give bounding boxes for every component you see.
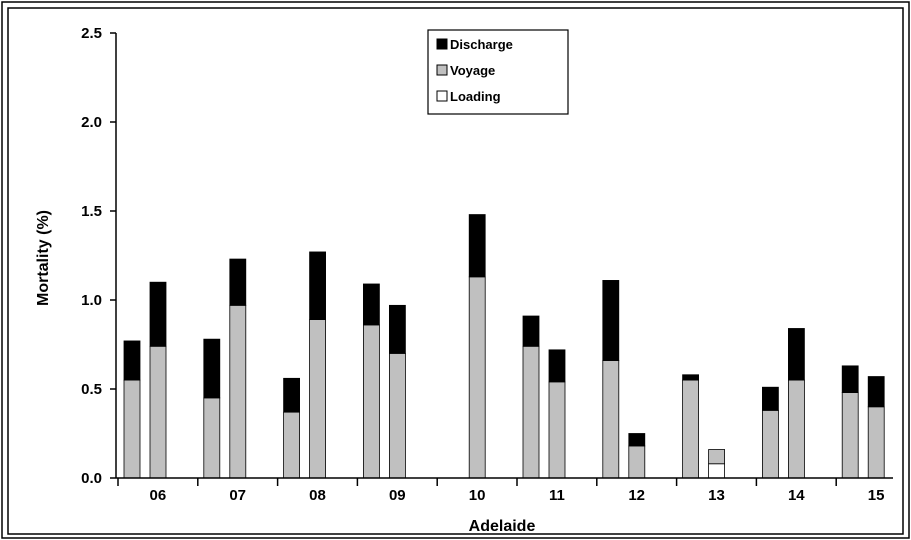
x-tick-label-08: 08 (309, 487, 326, 504)
bar-segment-discharge-08-2 (309, 251, 327, 320)
bar-segment-discharge-15-1 (841, 365, 859, 393)
bar-segment-discharge-06-2 (149, 281, 167, 347)
x-tick-label-12: 12 (628, 487, 645, 504)
bar-segment-discharge-14-1 (762, 386, 779, 411)
legend: Discharge Voyage Loading (427, 29, 569, 115)
y-tick-label-1: 0.5 (81, 381, 102, 398)
x-axis-title: Adelaide (469, 518, 536, 535)
x-tick-label-10: 10 (469, 487, 486, 504)
bar-segment-discharge-07-2 (229, 258, 247, 306)
bar-segment-discharge-13-1 (682, 374, 699, 381)
bar-segment-discharge-06-1 (123, 340, 141, 381)
bar-segment-discharge-09-1 (362, 283, 380, 326)
bar-segment-loading-13-2 (708, 463, 725, 479)
x-tick-label-07: 07 (229, 487, 246, 504)
legend-label-loading: Loading (450, 89, 501, 104)
bar-segment-voyage-08-1 (283, 411, 301, 479)
x-tick-label-14: 14 (788, 487, 805, 504)
bar-segment-voyage-10-2 (468, 276, 486, 479)
legend-label-voyage: Voyage (450, 63, 495, 78)
bar-segment-voyage-15-1 (841, 392, 859, 479)
bar-segment-discharge-12-2 (628, 433, 646, 447)
y-tick-label-0: 0.0 (81, 470, 102, 487)
y-tick-label-4: 2.0 (81, 114, 102, 131)
legend-box (427, 29, 569, 115)
x-tick-label-11: 11 (549, 487, 565, 504)
bar-segment-voyage-14-1 (762, 409, 779, 479)
y-axis-title: Mortality (%) (35, 210, 52, 306)
y-tick-label-3: 1.5 (81, 203, 102, 220)
bar-segment-discharge-08-1 (283, 377, 301, 413)
legend-swatch-discharge (436, 38, 448, 50)
bar-segment-voyage-13-2 (708, 449, 725, 465)
y-tick-label-5: 2.5 (81, 25, 102, 42)
bar-segment-voyage-06-1 (123, 379, 141, 479)
bar-segment-voyage-12-2 (628, 445, 646, 479)
bar-segment-discharge-07-1 (203, 338, 221, 399)
bar-segment-voyage-11-1 (522, 345, 540, 479)
bar-segment-voyage-06-2 (149, 345, 167, 479)
x-tick-label-15: 15 (868, 487, 885, 504)
bar-segment-discharge-15-2 (867, 376, 885, 408)
bar-segment-voyage-14-2 (788, 379, 805, 479)
bar-segment-voyage-09-1 (362, 324, 380, 479)
bar-segment-discharge-12-1 (602, 280, 620, 361)
bar-segment-voyage-07-1 (203, 397, 221, 479)
bar-segment-discharge-11-1 (522, 315, 540, 347)
bar-segment-voyage-09-2 (388, 352, 406, 479)
bar-segment-voyage-11-2 (548, 381, 566, 479)
bar-segment-discharge-09-2 (388, 304, 406, 354)
legend-swatch-voyage (436, 64, 448, 76)
axes-layer: 0.0 0.5 1.0 1.5 2.0 2.5 06 07 08 09 10 11 12 13 14 15 (81, 25, 893, 504)
legend-swatch-loading (436, 90, 448, 102)
bar-segment-voyage-13-1 (682, 379, 699, 479)
bar-segment-discharge-10-2 (468, 214, 486, 278)
legend-label-discharge: Discharge (450, 37, 513, 52)
bar-segment-discharge-14-2 (788, 328, 805, 381)
bar-segment-voyage-15-2 (867, 406, 885, 479)
bar-segment-voyage-07-2 (229, 304, 247, 479)
bar-segment-voyage-08-2 (309, 319, 327, 479)
y-tick-label-2: 1.0 (81, 292, 102, 309)
inner-frame (7, 7, 904, 535)
x-tick-label-06: 06 (150, 487, 167, 504)
bar-segment-voyage-12-1 (602, 360, 620, 479)
x-tick-label-09: 09 (389, 487, 406, 504)
x-tick-label-13: 13 (708, 487, 725, 504)
bar-segment-discharge-11-2 (548, 349, 566, 383)
